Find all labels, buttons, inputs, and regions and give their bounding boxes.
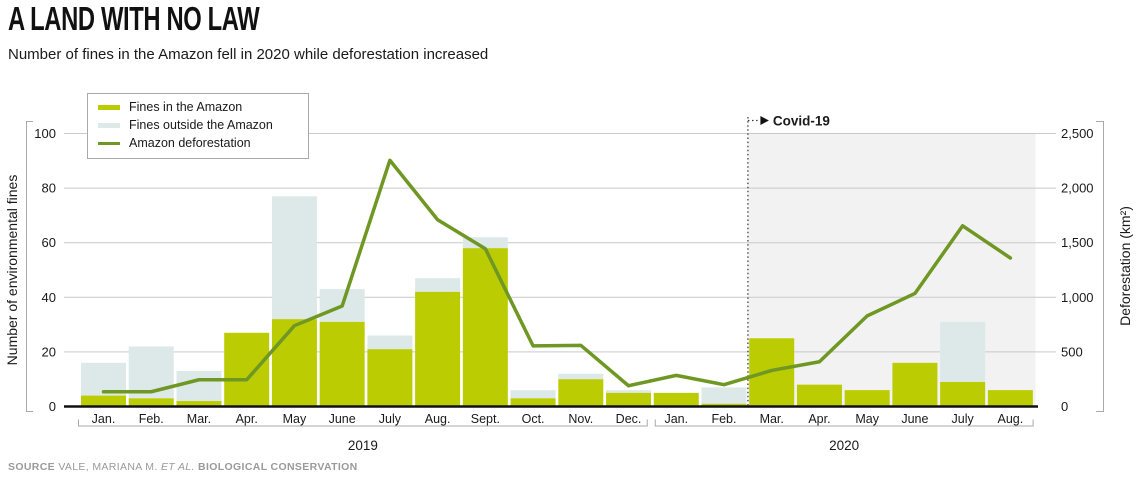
bar-fines-amazon — [510, 398, 556, 407]
bar-fines-amazon — [224, 332, 270, 407]
legend: Fines in the Amazon Fines outside the Am… — [87, 93, 309, 159]
left-axis-bracket — [26, 121, 33, 412]
bar-fines-amazon — [892, 362, 938, 407]
month-labels: Jan. Feb. Mar. Apr. May June July Aug. Sept. Oct.… — [92, 412, 1024, 426]
bar-fines-amazon — [367, 349, 413, 407]
covid-shaded-region — [747, 133, 1036, 407]
bar-fines-amazon — [653, 392, 699, 407]
month-label: Feb. — [139, 412, 164, 426]
bar-fines-outside — [462, 237, 508, 249]
legend-label: Fines outside the Amazon — [129, 118, 273, 132]
bar-fines-outside — [701, 387, 747, 404]
y-tick-label-left: 100 — [34, 126, 56, 141]
month-label: June — [329, 412, 356, 426]
month-label: May — [855, 412, 879, 426]
bar-fines-amazon — [128, 398, 174, 407]
y-tick-label-left: 60 — [42, 235, 56, 250]
bar-fines-outside — [558, 373, 604, 380]
year-label: 2020 — [829, 438, 859, 453]
bar-fines-outside — [510, 390, 556, 399]
y-ticks-left: 0 20 40 60 80 100 — [34, 126, 56, 414]
legend-label: Fines in the Amazon — [129, 100, 243, 114]
bar-fines-amazon — [701, 403, 747, 407]
y-axis-title-right: Deforestation (km²) — [1117, 206, 1133, 326]
y-tick-label-left: 80 — [42, 181, 56, 196]
source-label: SOURCE — [8, 461, 56, 473]
bar-fines-outside — [415, 278, 461, 292]
source-line: SOURCE VALE, MARIANA M. ET AL. BIOLOGICA… — [8, 461, 358, 473]
month-label: Apr. — [808, 412, 830, 426]
month-label: Feb. — [711, 412, 736, 426]
bar-fines-amazon — [844, 390, 890, 407]
year-bracket — [78, 419, 648, 427]
legend-item-deforestation: Amazon deforestation — [98, 136, 298, 151]
covid-label: Covid-19 — [773, 114, 830, 129]
bar-fines-amazon — [462, 248, 508, 407]
y-tick-label-right: 500 — [1061, 344, 1083, 359]
year-label: 2019 — [348, 438, 378, 453]
month-label: Jan. — [92, 412, 116, 426]
right-axis-bracket — [1096, 121, 1104, 412]
bar-fines-amazon — [796, 384, 842, 407]
bar-fines-amazon — [749, 338, 795, 407]
legend-item-fines-amazon: Fines in the Amazon — [98, 100, 298, 115]
bar-fines-outside — [176, 371, 222, 402]
bar-fines-outside — [271, 196, 317, 320]
month-label: Apr. — [236, 412, 258, 426]
bar-fines-amazon — [81, 395, 126, 407]
covid-annotation: Covid-19 — [747, 114, 830, 407]
bar-fines-outside — [606, 390, 652, 393]
month-label: Aug. — [425, 412, 451, 426]
y-axis-title-left: Number of environmental fines — [4, 174, 20, 366]
source-authors: VALE, MARIANA M. — [58, 461, 158, 473]
page-title: A LAND WITH NO LAW — [8, 0, 260, 37]
deforestation-line — [101, 158, 1013, 394]
month-label: June — [901, 412, 928, 426]
year-bracket — [654, 419, 1034, 427]
bar-fines-amazon — [271, 319, 317, 407]
bar-fines-outside — [940, 321, 986, 382]
y-tick-label-right: 1,500 — [1061, 235, 1094, 250]
y-tick-label-right: 0 — [1061, 399, 1068, 414]
deforestation-swatch-icon — [98, 141, 120, 146]
month-label: May — [283, 412, 307, 426]
bar-fines-amazon — [558, 379, 604, 407]
month-label: Mar. — [187, 412, 211, 426]
bar-fines-outside — [367, 335, 413, 350]
legend-label: Amazon deforestation — [129, 136, 251, 150]
bar-fines-amazon — [987, 390, 1033, 407]
month-label: Aug. — [998, 412, 1024, 426]
month-label: Mar. — [760, 412, 784, 426]
month-label: Jan. — [664, 412, 688, 426]
legend-item-fines-outside: Fines outside the Amazon — [98, 118, 298, 133]
y-tick-label-right: 2,000 — [1061, 181, 1094, 196]
y-tick-label-left: 40 — [42, 290, 56, 305]
y-tick-label-left: 0 — [49, 399, 56, 414]
covid-arrow-icon — [760, 116, 769, 125]
source-journal: BIOLOGICAL CONSERVATION — [198, 461, 358, 473]
bar-fines-amazon — [415, 291, 461, 407]
month-label: July — [952, 412, 975, 426]
y-tick-label-left: 20 — [42, 344, 56, 359]
bar-fines-amazon — [176, 401, 222, 407]
bar-fines-amazon — [940, 381, 986, 407]
fines-outside-swatch-icon — [98, 123, 120, 128]
month-label: Dec. — [616, 412, 642, 426]
y-tick-label-right: 2,500 — [1061, 126, 1094, 141]
month-label: Sept. — [471, 412, 500, 426]
month-label: Nov. — [568, 412, 593, 426]
bars — [81, 196, 1033, 407]
fines-amazon-swatch-icon — [98, 105, 120, 110]
month-label: July — [379, 412, 402, 426]
y-tick-label-right: 1,000 — [1061, 290, 1094, 305]
y-ticks-right: 0 500 1,000 1,500 2,000 2,500 — [1061, 126, 1094, 414]
page-subtitle: Number of fines in the Amazon fell in 20… — [8, 46, 489, 63]
bar-fines-amazon — [606, 392, 652, 407]
month-label: Oct. — [522, 412, 545, 426]
bar-fines-amazon — [319, 321, 365, 407]
source-etal: ET AL. — [160, 461, 195, 473]
